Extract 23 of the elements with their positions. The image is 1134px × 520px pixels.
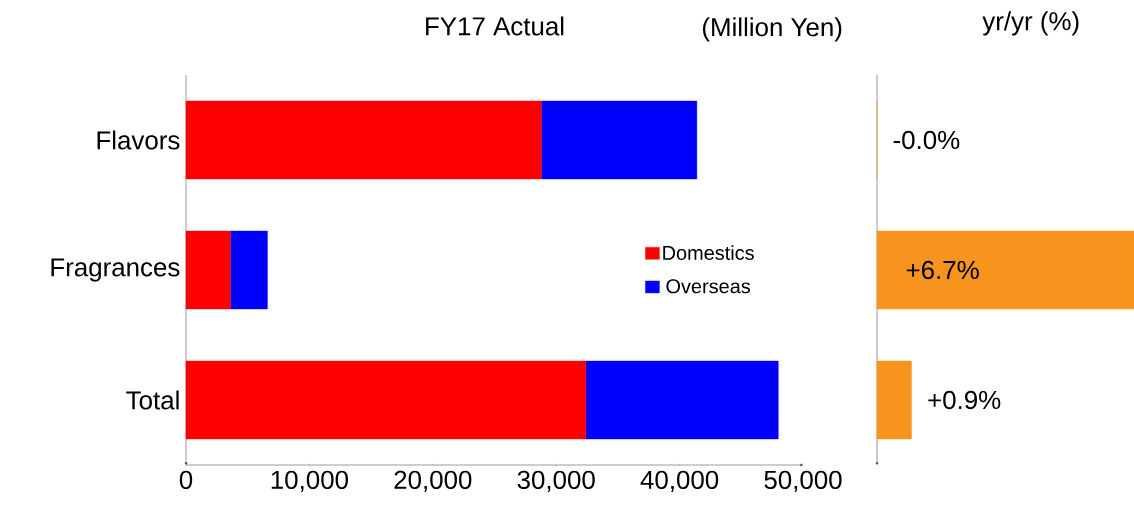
- text: (Million Yen): [702, 17, 842, 42]
- legend-label: Overseas: [666, 279, 751, 294]
- x-tick-label: 0: [179, 470, 193, 489]
- chart-title: yr/yr (%): [982, 11, 1079, 36]
- bar: [585, 360, 779, 440]
- data-label: -0.0%: [893, 130, 960, 150]
- bar: [185, 360, 587, 440]
- chart-title: FY17 Actual: [426, 16, 564, 36]
- data-label: +0.9%: [928, 390, 1001, 410]
- x-tick-label: 30,000: [517, 470, 595, 493]
- bar: [541, 100, 698, 180]
- data-label: +6.7%: [906, 260, 979, 280]
- y-tick-label: Fragrances: [51, 258, 180, 282]
- y-tick-label: Total: [126, 390, 179, 410]
- x-tick-label: 20,000: [394, 470, 472, 493]
- bar: [230, 230, 268, 310]
- legend-label: Domestics: [663, 245, 754, 260]
- x-tick-label: 50,000: [764, 470, 842, 493]
- x-tick-label: 40,000: [640, 470, 719, 493]
- x-tick-label: 10,000: [271, 470, 348, 493]
- bar: [185, 100, 542, 180]
- y-tick-label: Flavors: [97, 130, 180, 150]
- bar: [185, 230, 231, 310]
